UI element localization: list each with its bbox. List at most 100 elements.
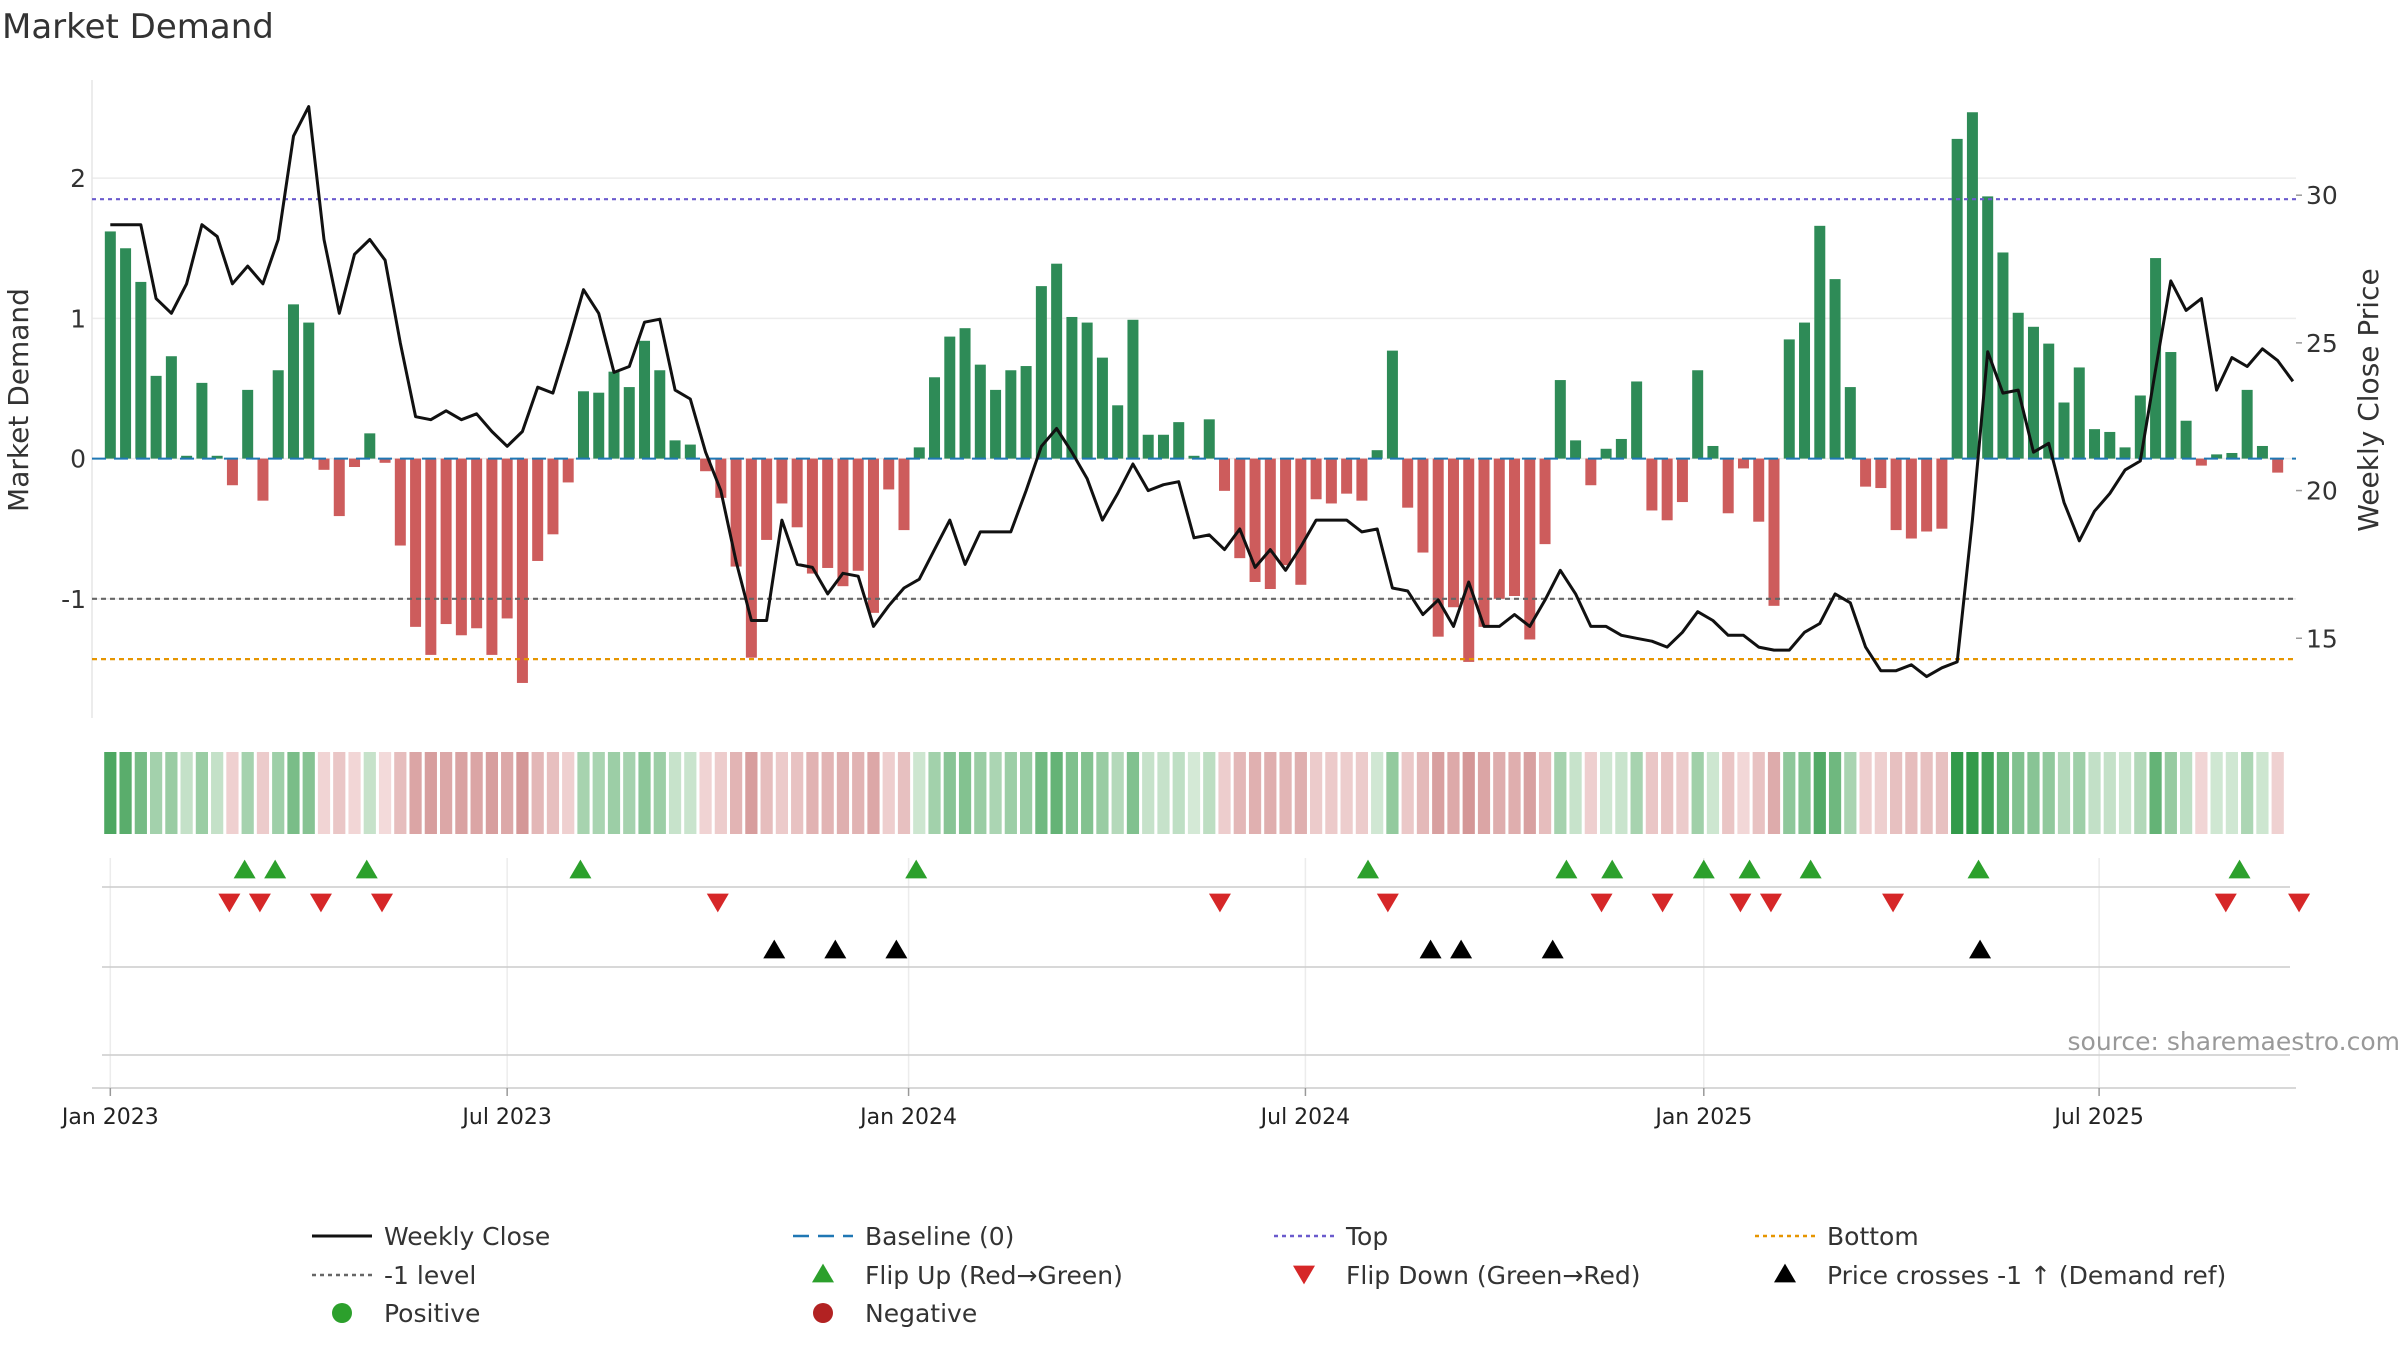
strip-cell [241,752,254,834]
flip-up-marker [1799,859,1822,879]
legend-label: Flip Up (Red→Green) [865,1261,1123,1290]
strip-cell [2180,752,2193,834]
strip-cell [1508,752,1521,834]
flip-up-marker [1357,859,1379,879]
strip-cell [1813,752,1826,834]
legend-label: -1 level [384,1261,476,1290]
demand-bar [440,458,452,625]
flip-down-marker [309,893,332,913]
demand-bar [959,328,971,459]
strip-cell [287,752,300,834]
demand-bar [1005,370,1017,459]
strip-cell [1584,752,1597,834]
strip-cell [333,752,346,834]
demand-bar [501,458,513,619]
strip-cell [852,752,865,834]
demand-bar [1661,458,1673,521]
strip-cell [2225,752,2238,834]
demand-bar [1982,196,1994,459]
strip-cell [989,752,1002,834]
strip-cell [775,752,788,834]
left-tick-label: 1 [70,304,86,333]
demand-bar [1127,319,1139,459]
strip-cell [348,752,361,834]
price-cross-marker [1541,939,1564,959]
strip-cell [1462,752,1475,834]
demand-bar [2012,312,2024,459]
demand-bar [1768,458,1780,606]
strip-cell [1340,752,1353,834]
legend-item: Top [1274,1222,1388,1251]
demand-bar [852,458,864,571]
strip-cell [180,752,193,834]
strip-cell [516,752,529,834]
strip-cell [1737,752,1750,834]
strip-cell [1645,752,1658,834]
demand-bar [1921,458,1933,532]
demand-bar [532,458,544,561]
source-note: source: sharemaestro.com [2068,1027,2400,1056]
price-cross-marker [1419,939,1442,959]
demand-bar [1905,458,1917,539]
demand-bar [1188,455,1200,459]
demand-bar [1600,448,1612,459]
legend-label: Bottom [1827,1222,1919,1251]
demand-bar [1142,434,1154,459]
demand-bar [272,370,284,459]
legend-item: Weekly Close [312,1222,550,1251]
strip-cell [2042,752,2055,834]
strip-cell [531,752,544,834]
demand-bar [303,322,315,459]
strip-cell [378,752,392,834]
x-tick-label: Jul 2024 [1259,1105,1351,1130]
flip-down-marker [371,893,393,913]
strip-cell [1569,752,1582,834]
strip-cell [1844,752,1857,834]
price-cross-marker [1450,939,1473,959]
flip-down-marker [1882,893,1905,913]
demand-bar [1707,445,1719,459]
legend-swatch [812,1263,834,1283]
legend-swatch [813,1303,833,1323]
flip-down-marker [2288,893,2311,913]
strip-cell [317,752,331,834]
strip-cell [1081,752,1094,834]
strip-cell [1126,752,1140,834]
demand-bar [2256,445,2268,459]
strip-cell [1248,752,1262,834]
demand-bar [547,458,559,535]
demand-bar [486,458,498,655]
demand-bar [2180,420,2192,459]
demand-bar [822,458,834,568]
strip-cell [302,752,315,834]
left-tick-label: 0 [70,445,86,474]
strip-cell [1401,752,1414,834]
strip-cell [836,752,850,834]
strip-cell [745,752,758,834]
strip-cell [2088,752,2101,834]
strip-cell [1966,752,1979,834]
strip-cell [1874,752,1887,834]
strip-cell [1371,752,1384,834]
price-cross-marker [763,939,786,959]
strip-cell [1111,752,1124,834]
demand-bar [1585,458,1597,486]
demand-bar [516,458,528,683]
demand-bar [425,458,437,655]
demand-bar [715,458,727,498]
strip-cell [1279,752,1292,834]
strip-cell [2027,752,2040,834]
strip-cell [806,752,819,834]
demand-bar [379,458,391,463]
strip-cell [119,752,132,834]
demand-bar [1829,279,1841,459]
demand-bar [181,455,193,459]
strip-cell [2012,752,2025,834]
strip-cell [1065,752,1078,834]
demand-bar [1386,350,1398,459]
demand-bar [349,458,361,468]
demand-bar [639,340,651,459]
strip-cell [668,752,682,834]
legend-swatch [1293,1265,1315,1285]
